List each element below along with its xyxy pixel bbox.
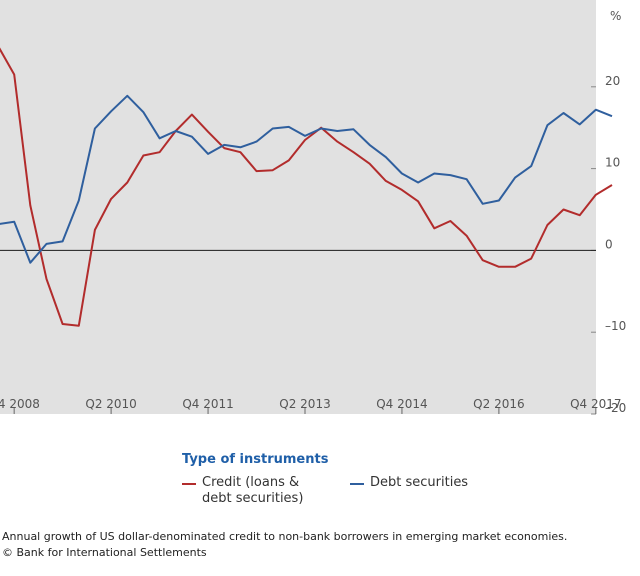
x-tick-label: Q4 2014 [376, 397, 427, 411]
y-axis: 20 10 0 –10 –20 [0, 74, 626, 415]
y-tick-label: –10 [605, 319, 626, 333]
x-tick-label: Q2 2010 [85, 397, 136, 411]
x-axis: Q4 2008 Q2 2010 Q4 2011 Q2 2013 Q4 2014 Q2 20… [0, 397, 622, 414]
x-tick-label: Q4 2017 [570, 397, 621, 411]
legend-label-credit: Credit (loans & debt securities) [202, 475, 304, 506]
legend-swatch-credit [182, 483, 196, 485]
caption-copyright: © Bank for International Settlements [2, 546, 207, 559]
legend-swatch-debt-securities [350, 483, 364, 485]
y-tick-label: 20 [605, 74, 620, 88]
legend-item-credit: Credit (loans & debt securities) [182, 475, 332, 507]
legend-item-debt-securities: Debt securities [350, 475, 468, 491]
plot-background [0, 0, 596, 414]
legend-items: Credit (loans & debt securities) Debt se… [182, 475, 486, 507]
x-tick-label: Q4 2008 [0, 397, 40, 411]
series-lines [0, 47, 613, 327]
legend-label-debt-securities: Debt securities [370, 475, 469, 490]
y-tick-label: 0 [605, 237, 613, 251]
y-tick-label: –20 [605, 401, 626, 415]
series-line-debt-securities [0, 94, 613, 264]
series-line-credit [0, 47, 613, 327]
unit-label: % [610, 9, 621, 23]
x-tick-label: Q2 2016 [473, 397, 524, 411]
caption-description: Annual growth of US dollar-denominated c… [2, 530, 568, 543]
legend: Type of instruments Credit (loans & debt… [182, 452, 486, 507]
legend-title: Type of instruments [182, 452, 329, 467]
x-tick-label: Q4 2011 [182, 397, 233, 411]
y-tick-label: 10 [605, 156, 620, 170]
line-chart: 20 10 0 –10 –20 Q4 2008 Q2 2010 Q4 2011 Q2 2013… [0, 0, 626, 415]
x-tick-label: Q2 2013 [279, 397, 330, 411]
